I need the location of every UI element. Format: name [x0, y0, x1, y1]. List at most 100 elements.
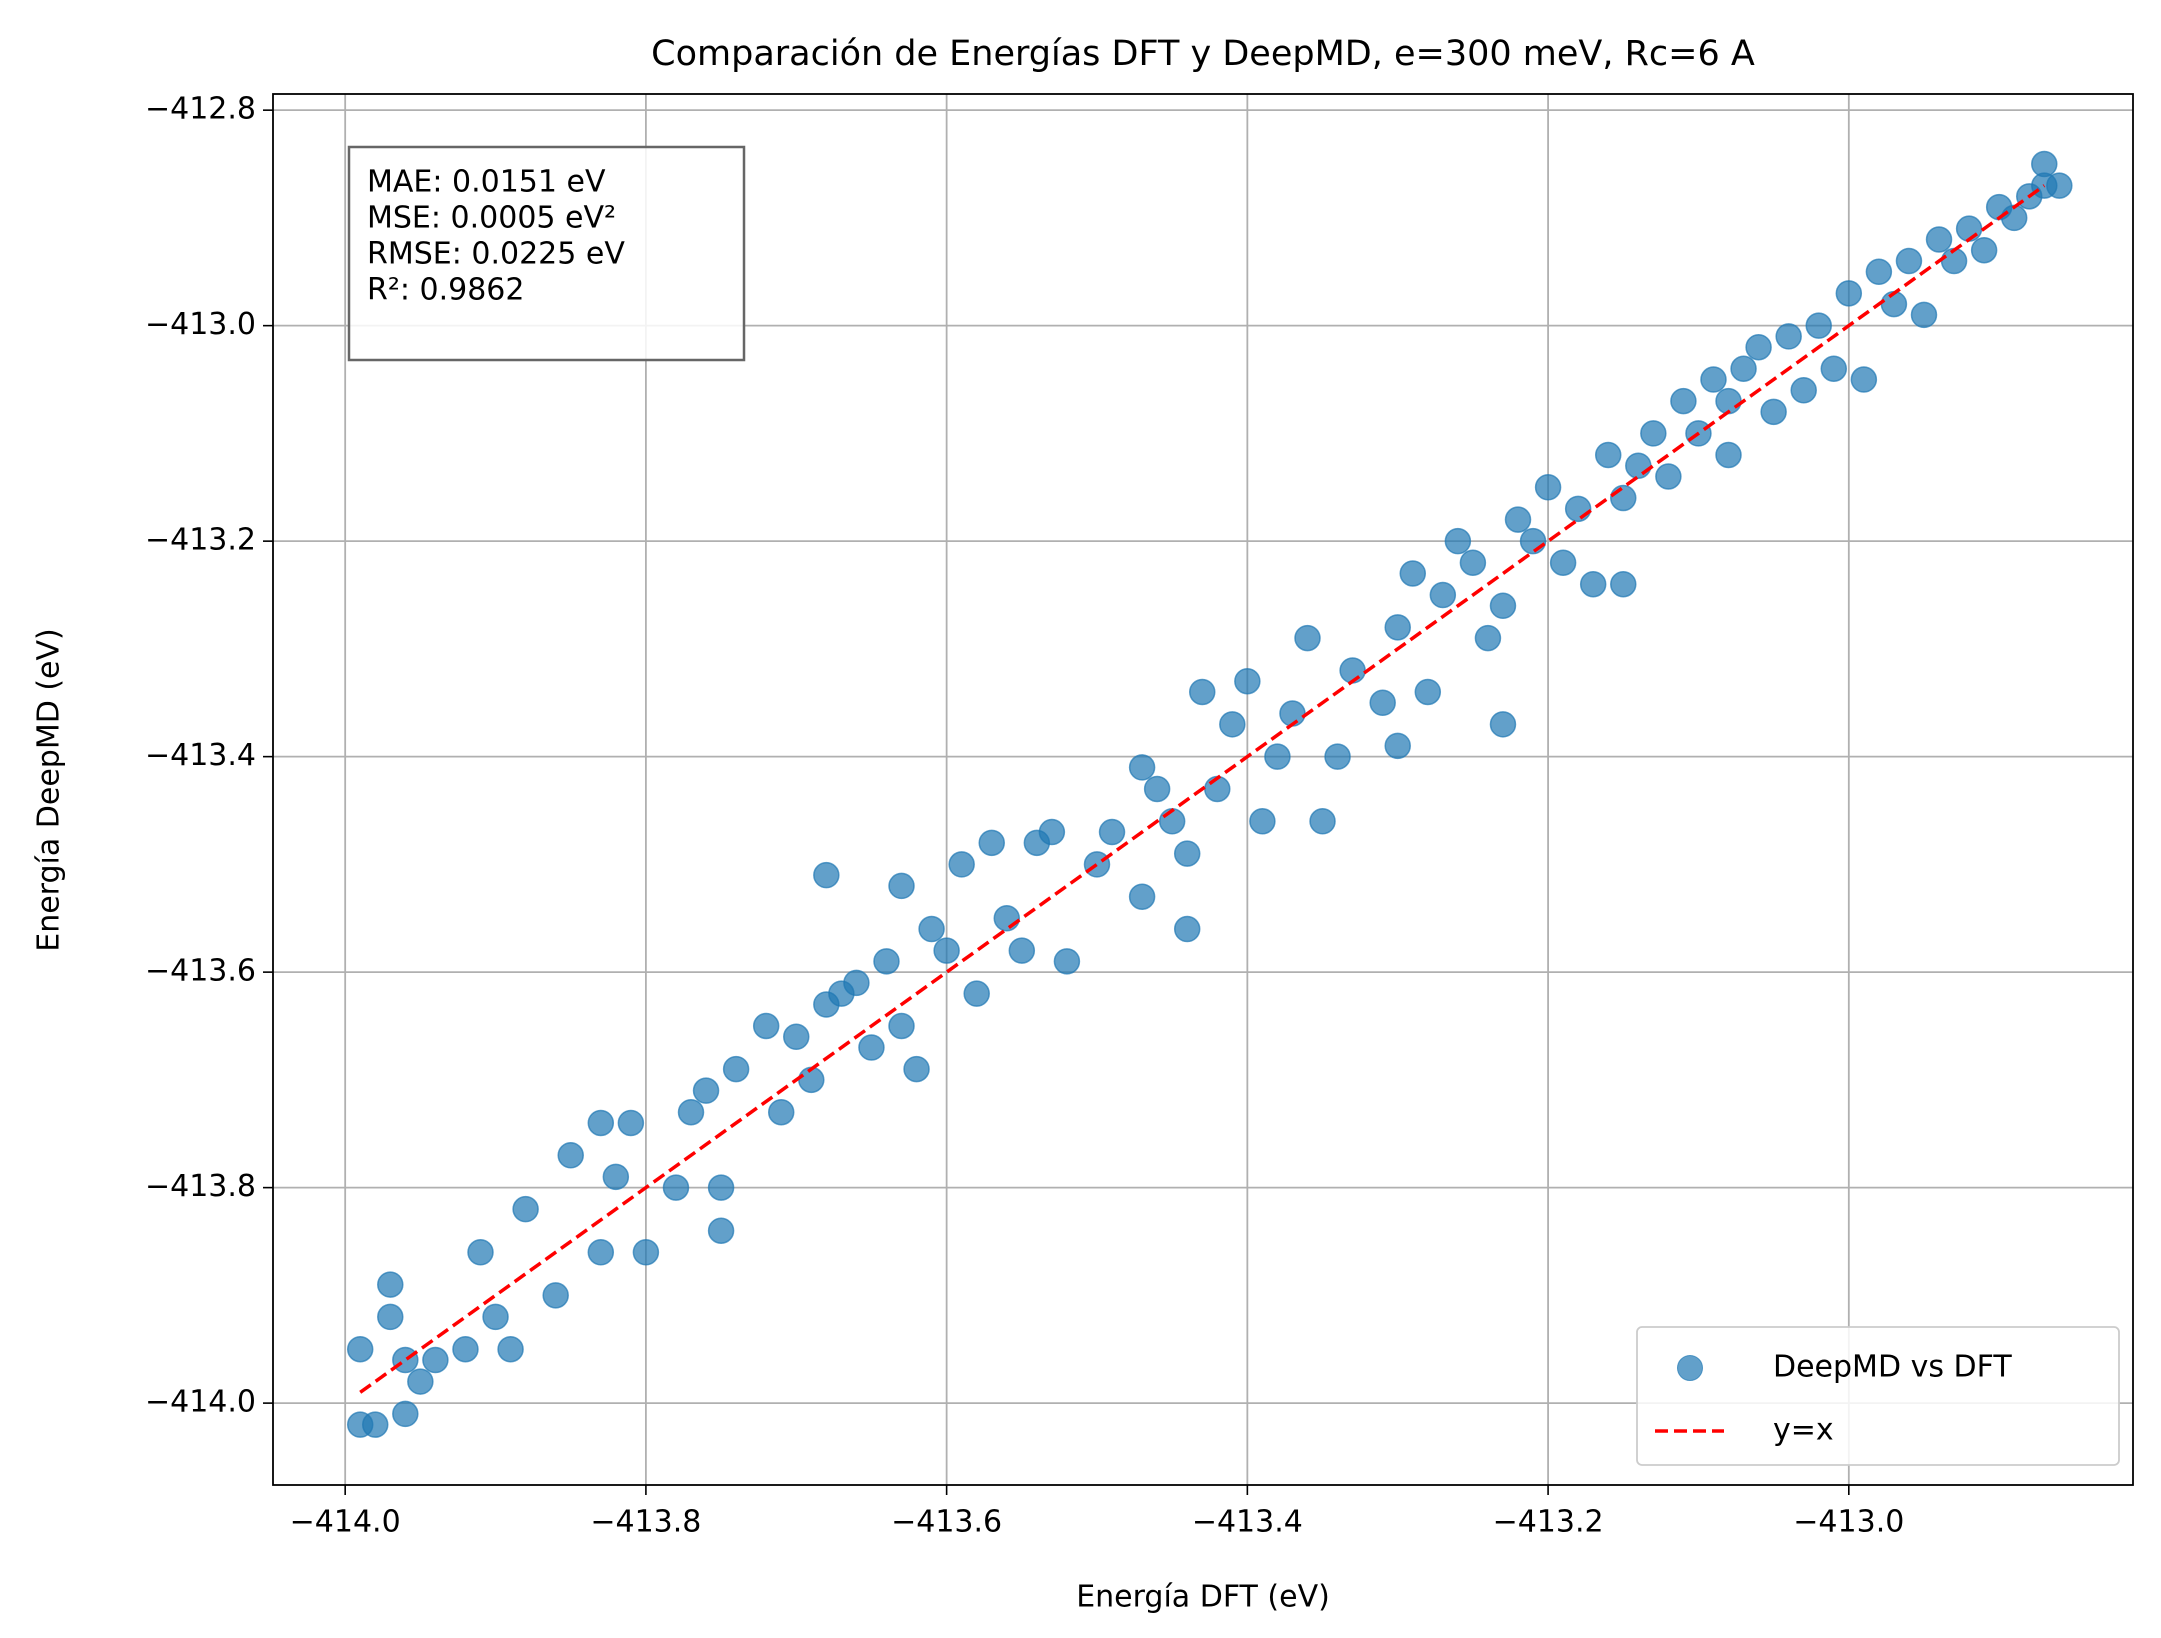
scatter-point — [783, 1023, 810, 1051]
scatter-point — [407, 1368, 434, 1395]
scatter-point — [497, 1335, 524, 1363]
stats-line: RMSE: 0.0225 eV — [367, 237, 625, 272]
stats-line: R²: 0.9862 — [367, 273, 525, 308]
y-tick-label: −413.4 — [145, 738, 256, 773]
x-tick-label: −413.2 — [1493, 1505, 1604, 1540]
scatter-point — [662, 1174, 690, 1201]
x-tick-label: −413.8 — [590, 1505, 701, 1540]
scatter-point — [1579, 570, 1607, 598]
scatter-point — [1294, 624, 1321, 652]
scatter-point — [452, 1335, 479, 1363]
scatter-point — [933, 937, 960, 964]
scatter-point — [1384, 732, 1411, 760]
scatter-point — [1775, 323, 1802, 350]
legend-label: DeepMD vs DFT — [1773, 1350, 2012, 1385]
y-tick-label: −414.0 — [145, 1385, 256, 1420]
scatter-point — [1610, 484, 1637, 512]
x-axis-label: Energía DFT (eV) — [1076, 1580, 1330, 1615]
scatter-point — [392, 1346, 419, 1374]
scatter-point — [707, 1217, 735, 1244]
scatter-point — [1173, 840, 1201, 867]
scatter-point — [512, 1195, 539, 1223]
chart-title: Comparación de Energías DFT y DeepMD, e=… — [651, 34, 1755, 74]
scatter-point — [1820, 355, 1848, 383]
scatter-point — [1219, 711, 1246, 738]
plot-frame — [272, 93, 2134, 1486]
stats-line: MSE: 0.0005 eV² — [367, 201, 616, 236]
scatter-point — [1895, 247, 1923, 275]
scatter-point — [467, 1239, 494, 1266]
scatter-point — [813, 861, 840, 889]
scatter-point — [1173, 915, 1201, 943]
scatter-point — [1489, 592, 1517, 620]
scatter-point — [1760, 398, 1787, 426]
scatter-point — [1790, 377, 1817, 404]
scatter-point — [1053, 948, 1081, 975]
scatter-point — [1008, 937, 1036, 964]
scatter-point — [1504, 506, 1532, 533]
scatter-point — [587, 1239, 615, 1266]
scatter-point — [1143, 775, 1171, 803]
x-tick-label: −413.4 — [1192, 1505, 1303, 1540]
scatter-point — [557, 1142, 584, 1169]
scatter-point — [1850, 366, 1878, 393]
scatter-point — [1444, 527, 1472, 555]
scatter-point — [602, 1163, 630, 1191]
scatter-point — [1835, 280, 1863, 307]
scatter-point — [1625, 452, 1652, 479]
scatter-point — [1805, 312, 1832, 339]
scatter-point — [422, 1346, 449, 1374]
y-tick-label: −412.8 — [145, 92, 256, 127]
y-tick-label: −413.2 — [145, 523, 256, 558]
scatter-point — [1564, 495, 1592, 523]
stats-line: MAE: 0.0151 eV — [367, 165, 606, 200]
scatter-point — [752, 1012, 780, 1040]
scatter-point — [873, 948, 900, 975]
scatter-point — [1715, 441, 1742, 469]
scatter-point — [346, 1335, 374, 1363]
x-tick-label: −414.0 — [290, 1505, 401, 1540]
scatter-point — [1038, 818, 1066, 846]
scatter-point — [707, 1174, 735, 1201]
x-tick-label: −413.6 — [891, 1505, 1002, 1540]
scatter-point — [963, 980, 990, 1007]
scatter-point — [1534, 474, 1562, 501]
scatter-point — [1429, 581, 1457, 609]
scatter-point — [948, 851, 975, 878]
scatter-point — [1234, 667, 1261, 695]
scatter-point — [361, 1411, 389, 1438]
scatter-point — [482, 1303, 509, 1331]
scatter-point — [1414, 678, 1442, 706]
scatter-point — [1459, 549, 1487, 576]
scatter-point — [1324, 743, 1351, 770]
scatter-point — [1700, 366, 1727, 393]
scatter-point — [918, 915, 945, 943]
scatter-point — [843, 969, 870, 997]
scatter-point — [888, 1012, 915, 1040]
stats-box — [347, 145, 746, 362]
scatter-point — [1098, 818, 1126, 846]
scatter-point — [692, 1077, 720, 1104]
scatter-point — [1083, 851, 1111, 878]
scatter-point — [978, 829, 1005, 857]
scatter-point — [1640, 420, 1667, 447]
scatter-point — [1384, 614, 1411, 641]
scatter-point — [1309, 808, 1336, 835]
scatter-point — [392, 1400, 419, 1428]
y-tick-label: −413.8 — [145, 1169, 256, 1204]
scatter-point — [1128, 754, 1156, 781]
y-axis-label: Energía DeepMD (eV) — [32, 628, 67, 952]
scatter-point — [1474, 624, 1502, 652]
scatter-point — [1489, 711, 1517, 738]
scatter-point — [542, 1282, 569, 1309]
y-tick-label: −413.0 — [145, 307, 256, 342]
scatter-point — [1865, 258, 1893, 286]
scatter-point — [767, 1098, 795, 1126]
scatter-point — [1670, 387, 1697, 415]
scatter-point — [1249, 808, 1276, 835]
scatter-point — [377, 1303, 404, 1331]
scatter-point — [903, 1055, 930, 1083]
scatter-point — [1369, 689, 1396, 717]
scatter-point — [1399, 560, 1427, 587]
